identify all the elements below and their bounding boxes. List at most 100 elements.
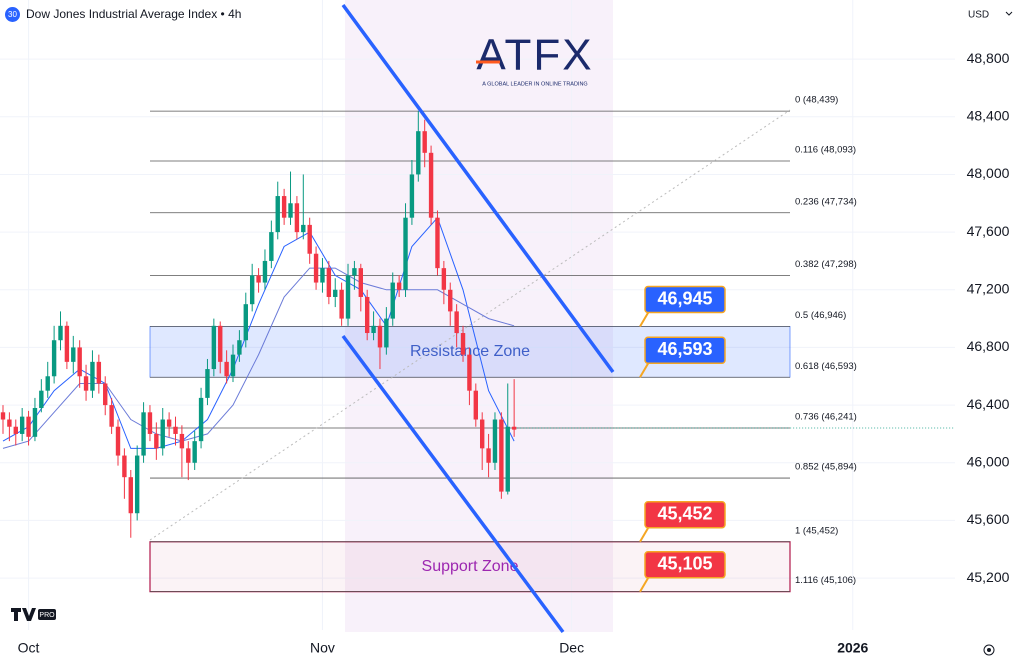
candle-body	[326, 268, 332, 297]
candle-body	[339, 289, 344, 319]
candle-body	[358, 268, 363, 297]
channel-lower	[341, 334, 565, 634]
candle-body	[122, 455, 127, 478]
candle-body	[473, 390, 479, 420]
candle-body	[377, 325, 383, 348]
settings-icon[interactable]	[983, 644, 995, 656]
price-badge-text: 45,105	[657, 554, 712, 574]
candle-body	[19, 416, 25, 434]
fib-label: 1 (45,452)	[795, 525, 838, 536]
settings-icon-dot[interactable]	[987, 648, 991, 652]
y-tick-label: 47,600	[967, 223, 1010, 239]
candle-body	[147, 412, 153, 434]
zone-label: Resistance Zone	[410, 343, 530, 360]
candle-body	[479, 419, 485, 449]
candle-body	[249, 275, 255, 305]
candle-body	[435, 217, 440, 269]
candle-body	[345, 275, 351, 319]
fib-label: 0.736 (46,241)	[795, 412, 857, 423]
y-tick-label: 47,200	[967, 280, 1010, 296]
candle-body	[83, 376, 89, 391]
candle-body	[58, 325, 63, 341]
candle-body	[32, 407, 38, 437]
zone-label: Support Zone	[422, 558, 519, 575]
candle-body	[333, 289, 338, 297]
candle-body	[96, 361, 102, 384]
candle-body	[77, 347, 82, 377]
channel-upper	[341, 3, 615, 374]
candle-body	[7, 419, 12, 427]
candle-body	[26, 416, 31, 437]
grid	[0, 0, 955, 630]
currency[interactable]: USD	[968, 10, 989, 21]
candle-body	[243, 304, 248, 341]
y-tick-label: 48,000	[967, 165, 1010, 181]
candle-body	[505, 426, 510, 492]
y-tick-label: 48,800	[967, 50, 1010, 66]
candle-body	[403, 217, 408, 290]
fib-trend-line	[149, 109, 791, 541]
fib-label: 0.618 (46,593)	[795, 361, 857, 372]
indicator-line	[2, 216, 515, 449]
candle-body	[64, 325, 70, 362]
candle-body	[454, 311, 459, 334]
chart-title: Dow Jones Industrial Average Index • 4h	[26, 7, 241, 21]
price-badge-text: 45,452	[657, 504, 712, 524]
fib-label: 0.5 (46,946)	[795, 310, 846, 321]
candle-body	[154, 433, 159, 449]
candle-body	[294, 203, 300, 233]
symbol-icon-text: 30	[8, 10, 17, 19]
y-tick-label: 46,800	[967, 338, 1010, 354]
candle-body	[422, 131, 427, 153]
x-tick-label: Nov	[310, 640, 335, 656]
fib-label: 0 (48,439)	[795, 95, 838, 106]
candle-body	[109, 405, 114, 427]
candle-body	[256, 275, 261, 283]
candle-body	[262, 260, 268, 283]
fib-label: 0.382 (47,298)	[795, 259, 857, 270]
candle-body	[186, 448, 191, 463]
price-badge	[644, 551, 726, 579]
candle-body	[288, 203, 293, 218]
price-badge	[644, 336, 726, 365]
candle-body	[486, 448, 491, 463]
candle-body	[211, 325, 217, 370]
candle-body	[237, 340, 242, 355]
candle-body	[313, 253, 319, 283]
candle-body	[45, 376, 50, 391]
fib-label: 0.236 (47,734)	[795, 196, 857, 207]
candle-body	[320, 268, 325, 283]
candle-body	[13, 426, 18, 434]
candle-body	[275, 196, 280, 233]
candle-body	[511, 426, 517, 430]
price-labels: 46,945 46,593 45,452 45,105	[639, 285, 726, 593]
y-tick-label: 45,200	[967, 569, 1010, 585]
y-tick-label: 45,600	[967, 511, 1010, 527]
tv-logo-mark	[11, 608, 36, 621]
candle-body	[134, 455, 140, 514]
candle-body	[198, 397, 204, 442]
candle-body	[0, 412, 6, 420]
candle-body	[39, 390, 44, 408]
candle-body	[352, 268, 357, 276]
candle-body	[390, 282, 395, 319]
candle-body	[71, 347, 76, 362]
candle-body	[166, 419, 172, 427]
candle-body	[224, 361, 229, 377]
candle-body	[179, 433, 185, 449]
currency-caret[interactable]	[1005, 11, 1013, 16]
candle-body	[448, 289, 453, 312]
tv-pro-text: PRO	[39, 612, 55, 619]
candle-body	[409, 174, 415, 218]
x-tick-label: Dec	[559, 640, 584, 656]
price-badge	[644, 285, 726, 314]
candle-body	[128, 477, 133, 514]
candle-body	[460, 333, 466, 355]
candle-body	[301, 224, 306, 233]
candle-body	[205, 369, 210, 398]
tv-pro-badge	[38, 609, 56, 620]
candle-body	[371, 325, 376, 334]
candle-body	[115, 426, 121, 456]
y-tick-label: 48,400	[967, 107, 1010, 123]
